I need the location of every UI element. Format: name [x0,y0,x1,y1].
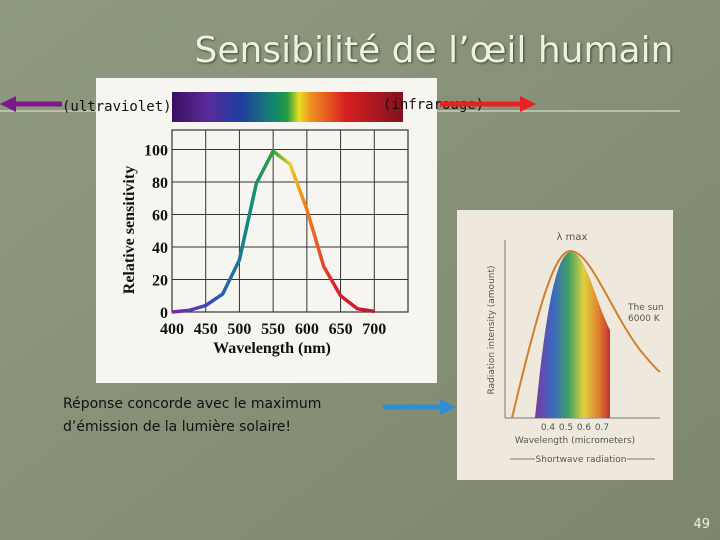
x-tick-label: 650 [329,321,353,338]
sun-band-label: Shortwave radiation [536,455,627,465]
y-tick-label: 80 [152,175,168,192]
x-tick-label: 600 [295,321,319,338]
sun-label: 6000 K [628,314,661,324]
sun-spectrum [535,251,610,418]
ir-arrow-head [520,96,536,112]
band-bg [535,452,627,466]
x-tick-label: 500 [227,321,251,338]
y-tick-label: 0 [160,305,168,322]
sun-curve [511,249,661,419]
y-tick-label: 20 [152,273,168,290]
sun-peak-label: λ max [557,232,588,243]
y-tick-label: 60 [152,208,168,225]
x-tick-label: 450 [194,321,218,338]
x-axis-label: Wavelength (nm) [213,340,331,357]
sun-tick-label: 0.6 [577,423,592,433]
sensitivity-plot: 0 20 40 60 80 100 400 450 500 550 600 650 700 Wavelen… [121,129,409,357]
y-tick-label: 100 [144,143,168,160]
spectrum-bar [172,92,403,122]
page-number: 49 [693,517,710,532]
sun-y-label: Radiation intensity (amount) [487,265,497,394]
sensitivity-curve [171,149,375,314]
x-tick-label: 400 [160,321,184,338]
sun-label: The sun [627,303,664,313]
sun-tick-label: 0.4 [541,423,556,433]
y-axis-label: Relative sensitivity [121,166,138,294]
uv-label: (ultraviolet) [62,99,172,115]
note-arrow-head [440,399,456,415]
sun-tick-label: 0.5 [559,423,573,433]
note-line: Réponse concorde avec le maximum [63,396,321,412]
slide-title: Sensibilité de l’œil humain [195,30,674,71]
y-tick-label: 40 [152,240,168,257]
sun-tick-label: 0.7 [595,423,609,433]
sensitivity-figure [96,78,437,383]
x-tick-label: 700 [362,321,386,338]
note-line: d’émission de la lumière solaire! [63,419,291,435]
uv-arrow-head [0,96,16,112]
ir-label: (infrarouge) [383,97,484,113]
sun-x-label: Wavelength (micrometers) [515,436,635,446]
x-tick-label: 550 [261,321,285,338]
